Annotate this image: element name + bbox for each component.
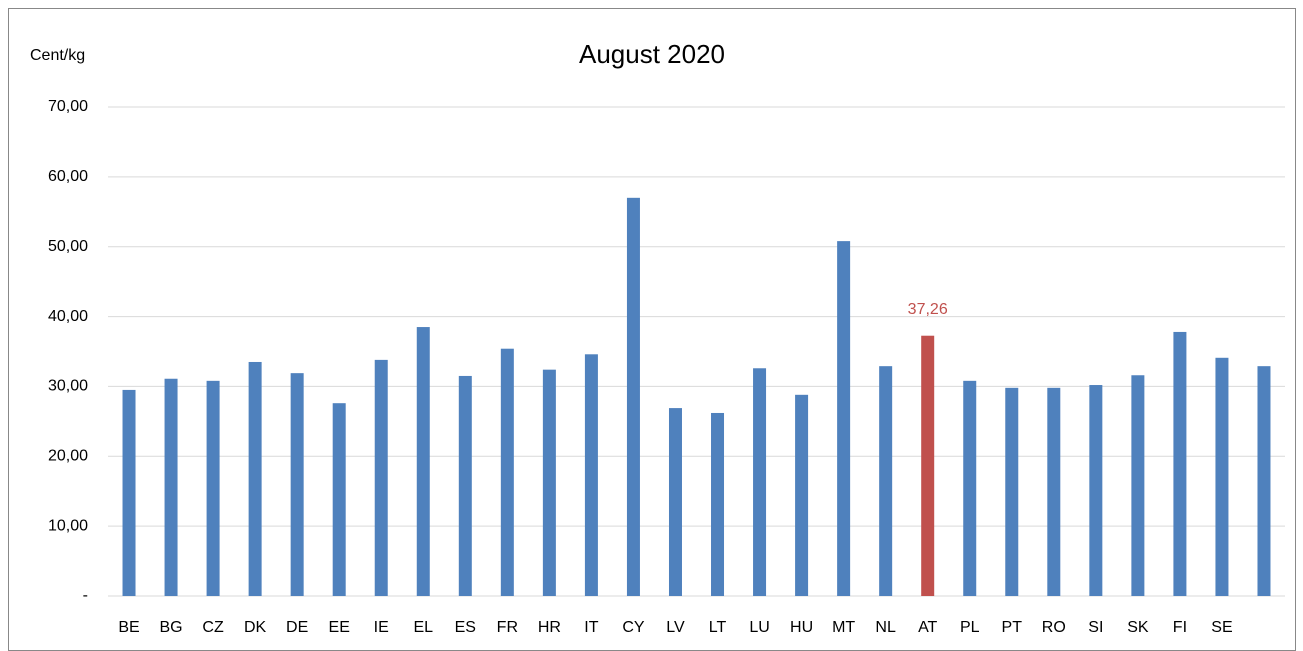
bar — [1089, 385, 1103, 596]
x-tick-label: DE — [286, 619, 308, 636]
x-tick-label: IT — [584, 619, 598, 636]
y-tick-label: 60,00 — [48, 168, 88, 185]
bar — [164, 378, 178, 596]
bar — [458, 375, 472, 596]
y-tick-label: - — [83, 587, 88, 604]
x-tick-label: ES — [455, 619, 476, 636]
y-tick-label: 40,00 — [48, 308, 88, 325]
bar — [1131, 375, 1145, 596]
x-tick-label: EL — [413, 619, 433, 636]
chart-title: August 2020 — [579, 39, 725, 69]
x-tick-label: SI — [1088, 619, 1103, 636]
bar — [1257, 366, 1271, 596]
chart-frame — [8, 8, 1296, 651]
bar — [500, 348, 514, 596]
x-tick-label: IE — [374, 619, 389, 636]
x-tick-label: RO — [1042, 619, 1066, 636]
x-tick-label: DK — [244, 619, 267, 636]
x-tick-label: BG — [159, 619, 182, 636]
x-tick-label: CY — [622, 619, 645, 636]
bar — [668, 408, 682, 596]
y-axis-label: Cent/kg — [30, 47, 85, 64]
bar — [374, 359, 388, 596]
bar — [122, 389, 136, 596]
x-tick-label: PT — [1002, 619, 1023, 636]
x-tick-label: LU — [749, 619, 769, 636]
x-tick-label: SK — [1127, 619, 1149, 636]
y-tick-label: 10,00 — [48, 517, 88, 534]
bar — [1173, 331, 1187, 596]
x-tick-label: AT — [918, 619, 937, 636]
bar — [1047, 387, 1061, 596]
bar — [542, 369, 556, 596]
bar — [290, 373, 304, 596]
bar — [626, 197, 640, 597]
x-tick-label: FI — [1173, 619, 1187, 636]
x-tick-label: NL — [875, 619, 896, 636]
bar — [1215, 357, 1229, 596]
x-tick-label: MT — [832, 619, 855, 636]
bar — [837, 241, 851, 596]
x-tick-label: FR — [497, 619, 518, 636]
y-tick-label: 30,00 — [48, 378, 88, 395]
bar — [921, 335, 935, 596]
bar — [753, 368, 767, 596]
y-tick-label: 70,00 — [48, 98, 88, 115]
x-tick-label: HU — [790, 619, 813, 636]
bar — [963, 380, 977, 596]
bar — [1005, 387, 1019, 596]
bar — [248, 361, 262, 596]
x-tick-label: PL — [960, 619, 980, 636]
bar — [795, 394, 809, 596]
x-tick-label: SE — [1211, 619, 1232, 636]
y-tick-label: 50,00 — [48, 238, 88, 255]
y-tick-label: 20,00 — [48, 448, 88, 465]
x-tick-label: CZ — [202, 619, 224, 636]
x-tick-label: HR — [538, 619, 561, 636]
bar — [711, 412, 725, 596]
bar — [416, 327, 430, 596]
x-tick-label: LT — [709, 619, 727, 636]
x-tick-label: EE — [329, 619, 350, 636]
x-tick-label: LV — [666, 619, 685, 636]
data-label: 37,26 — [908, 301, 948, 318]
bar — [206, 380, 220, 596]
x-tick-label: BE — [118, 619, 139, 636]
bar — [879, 366, 893, 596]
bar — [584, 354, 598, 596]
bar — [332, 403, 346, 596]
